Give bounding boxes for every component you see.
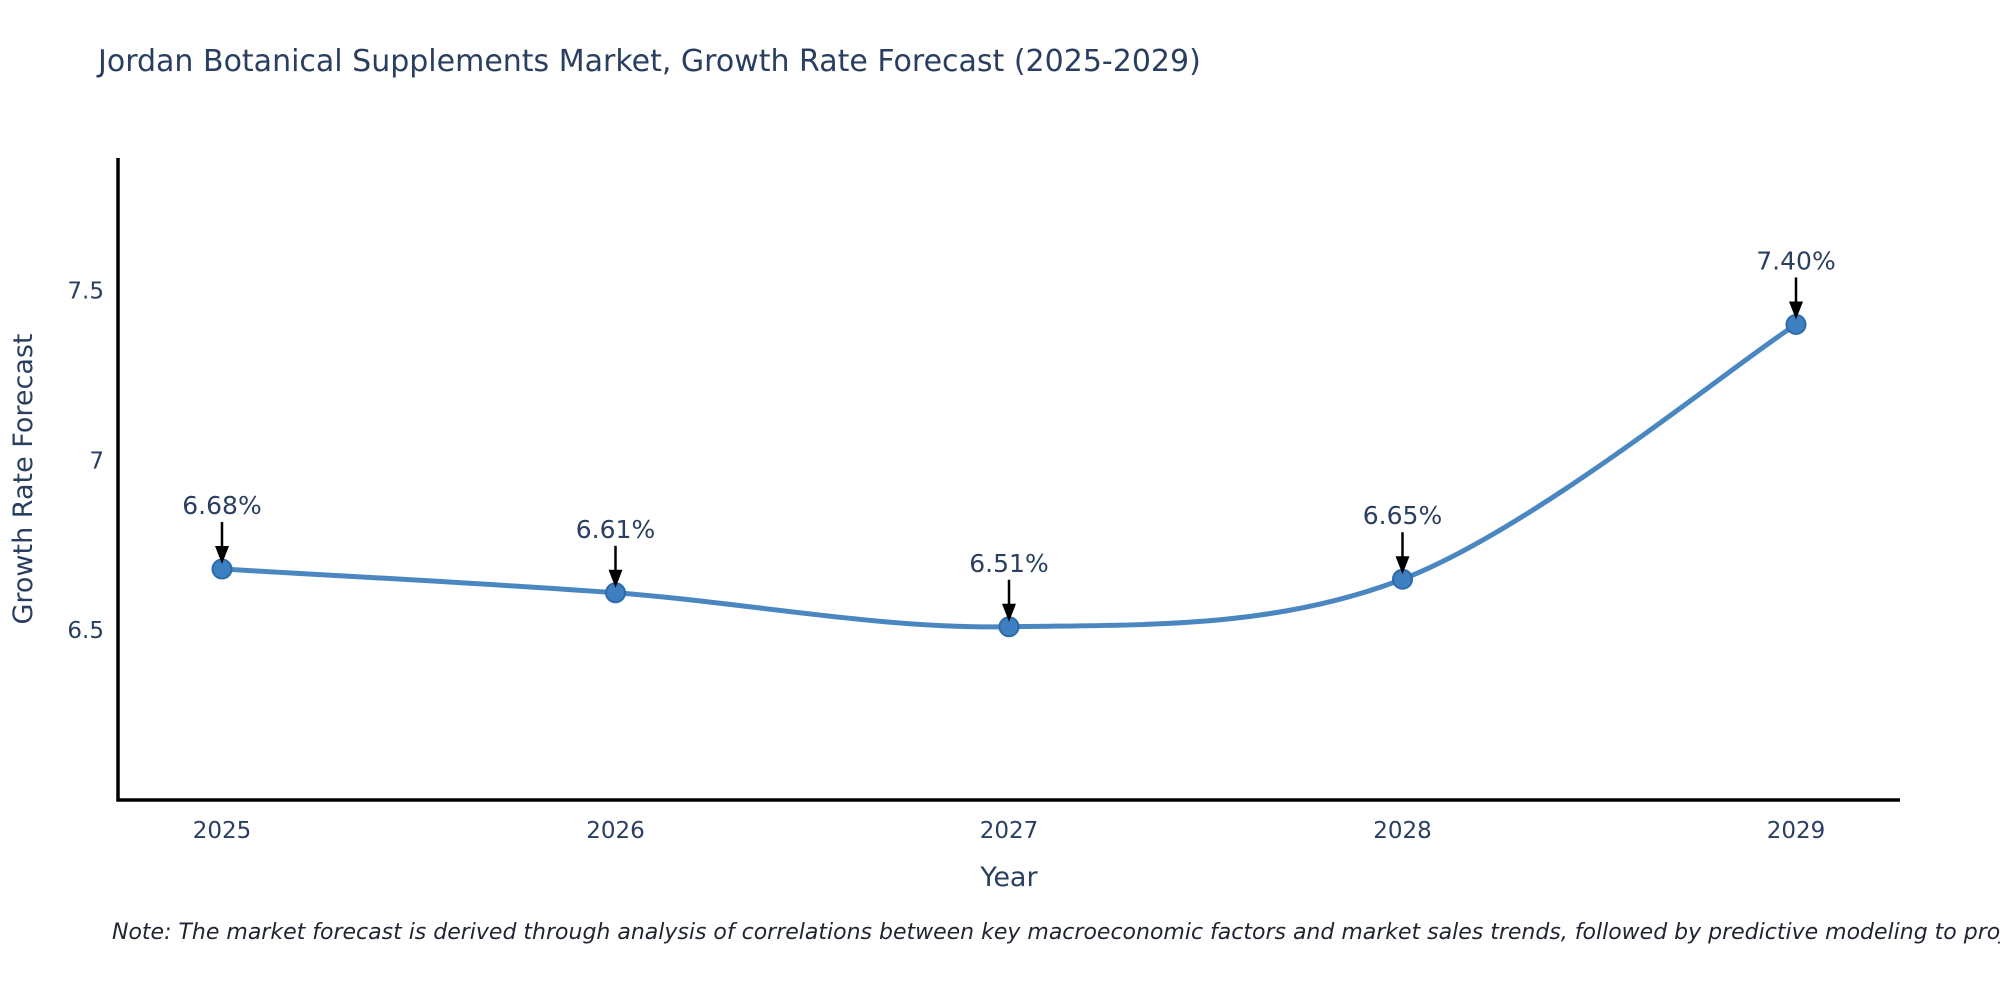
x-axis-title: Year: [979, 862, 1038, 893]
point-value-label: 6.68%: [182, 491, 261, 520]
point-value-label: 6.65%: [1363, 501, 1442, 530]
x-tick-label: 2025: [193, 818, 252, 844]
y-tick-label: 7: [89, 448, 104, 474]
x-tick-label: 2029: [1767, 818, 1826, 844]
annotation-arrowhead-icon: [1002, 603, 1016, 622]
footnote: Note: The market forecast is derived thr…: [112, 920, 2000, 945]
point-value-label: 7.40%: [1756, 246, 1835, 275]
annotation-arrowhead-icon: [1395, 556, 1410, 575]
x-tick-label: 2028: [1373, 818, 1432, 844]
x-tick-label: 2027: [980, 818, 1039, 844]
annotation-arrowhead-icon: [215, 546, 229, 565]
x-tick-label: 2026: [586, 818, 645, 844]
chart-title: Jordan Botanical Supplements Market, Gro…: [98, 44, 1201, 79]
annotation-arrowhead-icon: [608, 569, 623, 588]
y-tick-label: 6.5: [67, 618, 104, 644]
axes: [116, 158, 1900, 802]
point-value-label: 6.61%: [576, 515, 655, 544]
axis-tick-labels: 6.5 7 7.5 2025 2026 2027 2028 2029: [67, 278, 1825, 844]
point-value-label: 6.51%: [969, 549, 1048, 578]
y-tick-label: 7.5: [67, 278, 104, 304]
y-axis-title: Growth Rate Forecast: [8, 333, 39, 624]
axis-spines: [116, 158, 1900, 802]
annotation-arrowhead-icon: [1789, 301, 1803, 320]
point-annotations: 6.68% 6.61% 6.51% 6.65% 7.40%: [182, 246, 1836, 622]
